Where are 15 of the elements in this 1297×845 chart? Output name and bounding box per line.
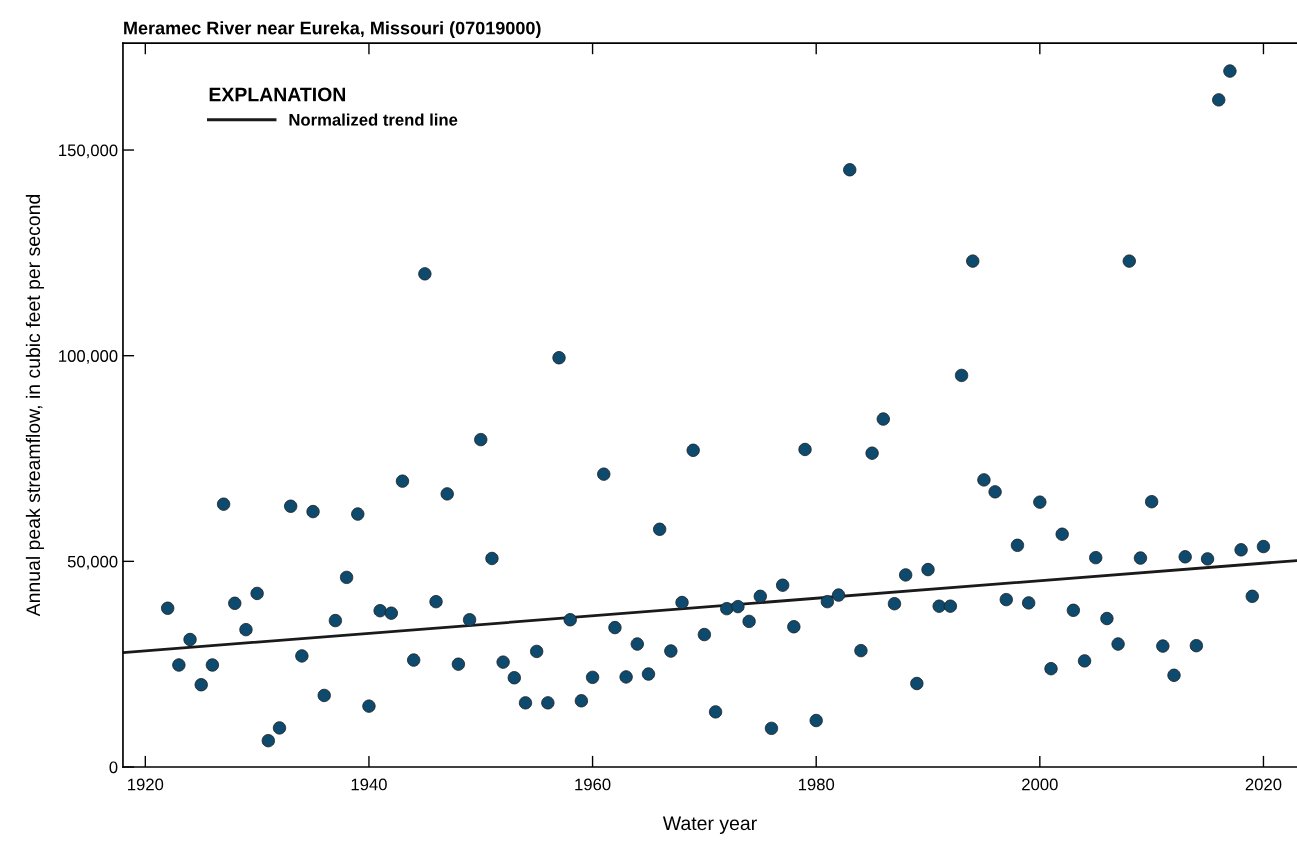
legend-label: Normalized trend line [289, 113, 458, 126]
x-tick-label: 1940 [351, 778, 387, 791]
legend-title: EXPLANATION [209, 87, 346, 102]
y-tick-label: 150,000 [59, 144, 118, 159]
y-tick-label: 50,000 [67, 555, 118, 570]
x-tick-label: 1980 [798, 778, 835, 791]
x-axis-title: Water year [662, 816, 757, 834]
y-axis-title: Annual peak streamflow, in cubic feet per second [25, 194, 44, 617]
y-tick-label: 0 [109, 761, 118, 774]
x-tick-label: 2000 [1022, 778, 1058, 791]
x-tick-label: 1960 [575, 778, 611, 791]
y-tick-label: 100,000 [59, 350, 118, 364]
x-tick-label: 2020 [1245, 778, 1282, 791]
chart-title: Meramec River near Eureka, Missouri (07019000) [124, 21, 541, 38]
x-tick-label: 1920 [128, 778, 164, 791]
